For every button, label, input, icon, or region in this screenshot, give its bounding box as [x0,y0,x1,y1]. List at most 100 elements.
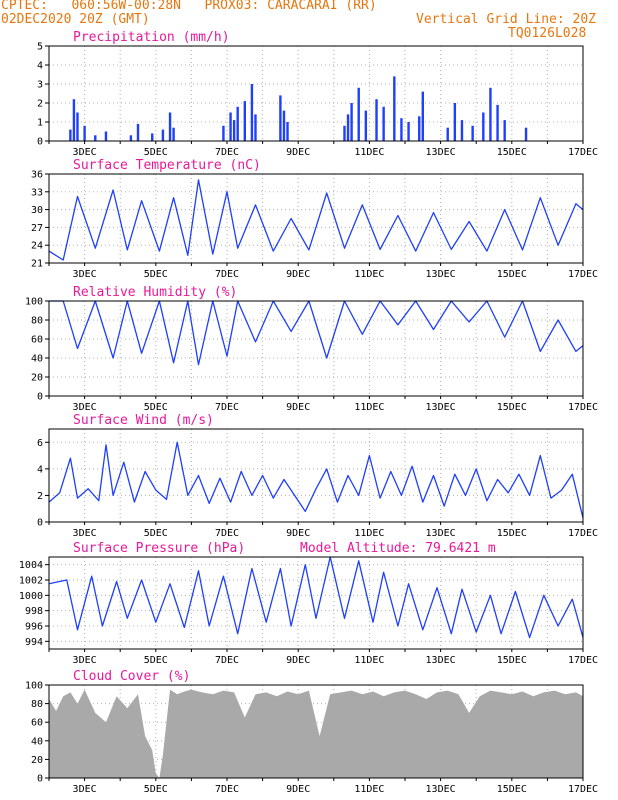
x-tick-label: 15DEC [497,655,527,666]
x-tick-label: 7DEC [215,655,239,666]
precip-bar [375,99,378,141]
y-tick-label: 21 [31,259,43,270]
precip-bar [83,125,86,141]
x-tick-label: 13DEC [426,784,456,795]
x-tick-label: 3DEC [73,784,97,795]
y-tick-label: 6 [37,438,43,449]
x-tick-label: 15DEC [497,528,527,539]
x-tick-label: 9DEC [286,655,310,666]
y-tick-label: 100 [25,681,43,692]
y-tick-label: 1002 [19,576,43,587]
y-tick-label: 4 [37,61,43,72]
x-tick-label: 3DEC [73,269,97,280]
precip-bar [94,135,97,141]
header-date: 02DEC2020 20Z (GMT) [1,12,150,27]
precip-bar [232,120,236,141]
panel-3: Surface Wind (m/s) 0 2 4 6 3DEC 5DEC 7DEC 9DEC 11… [37,413,598,539]
x-tick-label: 17DEC [568,528,598,539]
x-tick-label: 7DEC [215,784,239,795]
header-model-id: TQ0126L028 [508,26,587,41]
y-tick-label: 27 [31,223,43,234]
x-tick-label: 11DEC [354,528,384,539]
y-tick-label: 2 [37,491,43,502]
precip-bar [346,114,350,141]
y-tick-label: 40 [31,736,43,747]
x-tick-label: 17DEC [568,784,598,795]
y-tick-label: 24 [31,241,43,252]
precip-bar [400,118,403,141]
panel-0: Precipitation (mm/h) 0 1 2 3 4 5 3DEC 5DEC 7DEC 9D… [37,30,598,158]
series-line [48,179,584,261]
series-line [48,556,584,639]
y-tick-label: 5 [37,42,43,53]
x-tick-label: 13DEC [426,269,456,280]
x-tick-label: 17DEC [568,269,598,280]
x-tick-label: 5DEC [144,402,168,413]
x-tick-label: 3DEC [73,147,97,158]
precip-bar [136,123,140,141]
x-tick-label: 15DEC [497,269,527,280]
x-tick-label: 11DEC [354,655,384,666]
series-line [49,300,584,366]
header-grid-note: Vertical Grid Line: 20Z [416,12,597,27]
precip-bar [286,122,289,141]
x-tick-label: 5DEC [144,655,168,666]
precip-bar [421,91,424,141]
x-tick-label: 11DEC [354,784,384,795]
precip-bar [382,106,385,141]
y-tick-label: 80 [31,316,43,327]
y-tick-label: 30 [31,205,43,216]
y-tick-label: 20 [31,755,43,766]
x-tick-label: 7DEC [215,269,239,280]
y-tick-label: 998 [25,606,43,617]
panel-title: Precipitation (mm/h) [73,30,230,45]
cloud-area [49,689,583,778]
panel-5: Cloud Cover (%) 0 20 40 60 80 100 3DEC 5DEC 7DEC 9… [25,669,598,795]
x-tick-label: 15DEC [497,147,527,158]
precip-bar [279,95,282,141]
y-tick-label: 0 [37,518,43,529]
x-tick-label: 5DEC [144,269,168,280]
panel-frame [48,173,584,264]
x-tick-label: 5DEC [144,147,168,158]
precip-bar [489,87,492,141]
precip-bar [364,110,368,141]
panel-annotation: Model Altitude: 79.6421 m [300,541,496,556]
precip-bar [393,76,396,141]
precip-bar [129,135,133,141]
x-tick-label: 17DEC [568,655,598,666]
precip-bar [254,114,257,141]
precip-bar [407,122,410,141]
precip-bar [471,125,474,141]
precip-bar [496,104,499,141]
precip-bar [503,120,506,141]
panel-title: Surface Pressure (hPa) [73,541,245,556]
x-tick-label: 7DEC [215,147,239,158]
panel-frame [48,556,584,650]
x-tick-label: 3DEC [73,402,97,413]
y-tick-label: 994 [25,637,43,648]
x-tick-label: 11DEC [354,147,384,158]
y-tick-label: 60 [31,335,43,346]
y-tick-label: 2 [37,99,43,110]
y-tick-label: 80 [31,699,43,710]
x-tick-label: 15DEC [497,784,527,795]
x-tick-label: 11DEC [354,269,384,280]
y-tick-label: 1004 [19,560,43,571]
precip-bar [460,120,464,141]
precip-bar [161,129,165,141]
x-tick-label: 9DEC [286,147,310,158]
precip-bar [222,125,225,141]
x-tick-label: 9DEC [286,784,310,795]
precip-bar [524,127,528,141]
precip-bar [250,84,254,141]
header-line1: CPTEC: 060:56W-00:28N PROX03: CARACARAI … [1,0,377,13]
x-tick-label: 7DEC [215,528,239,539]
series-line [48,441,584,519]
x-tick-label: 13DEC [426,147,456,158]
x-tick-label: 15DEC [497,402,527,413]
precip-bar [243,101,246,141]
panel-title: Relative Humidity (%) [73,285,237,300]
precip-bar [482,112,485,141]
